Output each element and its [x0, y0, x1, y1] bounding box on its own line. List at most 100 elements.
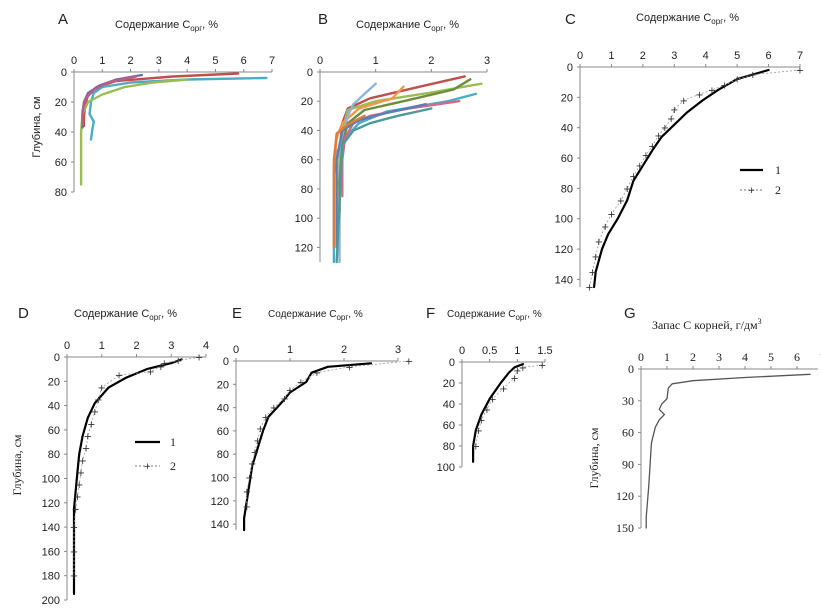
legend-d-label-1: 1 [170, 435, 176, 449]
series-line-c-1 [592, 68, 770, 289]
x-tick-label-b: 3 [484, 55, 490, 67]
data-point-d: + [73, 492, 81, 503]
data-point-d: + [78, 456, 86, 467]
data-point-c: + [601, 222, 609, 233]
x-tick-label-f: 0.5 [482, 345, 497, 357]
panel-g-ylabel: Глубина, см [587, 427, 601, 488]
y-tick-label-d: 200 [42, 595, 60, 607]
data-point-f: + [472, 442, 480, 453]
y-tick-label-d: 0 [54, 352, 60, 364]
data-point-c: + [680, 96, 688, 107]
data-point-e: + [345, 362, 353, 373]
data-point-c: + [595, 237, 603, 248]
series-line-d-1 [72, 358, 183, 596]
data-point-f: + [477, 415, 485, 426]
series-2-dotted-line-c [589, 69, 801, 288]
legend-d-label-2: 2 [170, 459, 176, 473]
panel-d: D Содержание Cорг, % Глубина, см 0 1 2 3 402… [10, 305, 209, 607]
data-point-c: + [623, 184, 631, 195]
plot-area-d: 0 1 2 3 4020406080100120140160180200++++++++… [42, 340, 209, 607]
x-tick-label-a: 4 [184, 55, 190, 67]
data-point-c: + [654, 131, 662, 142]
x-tick-label-f: 1.5 [537, 345, 552, 357]
data-point-c: + [585, 283, 593, 294]
data-point-d: + [70, 523, 78, 534]
y-tick-label-c: 0 [567, 62, 573, 74]
panel-f: F Содержание Cорг, % 0 0.5 1 1.5 0 20 40 60 80 10… [426, 305, 553, 474]
data-point-f: + [510, 373, 518, 384]
y-tick-label-c: 140 [555, 274, 573, 286]
data-point-c: + [661, 123, 669, 134]
y-tick-label-b: 60 [301, 155, 313, 167]
panel-b: B Содержание Cорг, % 0 1 2 3 0 20 40 60 80 100 120 [295, 11, 490, 264]
data-point-c: + [667, 114, 675, 125]
y-tick-label-g: 120 [616, 489, 634, 503]
y-tick-label-c: 40 [561, 123, 573, 135]
x-tick-label-b: 2 [428, 55, 434, 67]
y-tick-label-d: 80 [48, 449, 60, 461]
x-tick-label-d: 2 [133, 340, 139, 352]
x-tick-label-a: 2 [128, 55, 134, 67]
y-tick-label-a: 80 [55, 187, 67, 199]
data-point-c: + [588, 267, 596, 278]
y-tick-label-d: 160 [42, 546, 60, 558]
data-point-d: + [77, 468, 85, 479]
panel-label-a: A [58, 11, 68, 28]
y-tick-label-b: 20 [301, 96, 313, 108]
x-tick-label-g: 1 [664, 350, 670, 364]
y-tick-label-g: 30 [622, 394, 634, 408]
data-point-e: + [248, 459, 256, 470]
y-tick-label-b: 80 [301, 184, 313, 196]
y-tick-label-d: 20 [48, 376, 60, 388]
y-tick-label-c: 20 [561, 92, 573, 104]
data-point-c: + [607, 210, 615, 221]
y-tick-label-g: 150 [616, 521, 634, 535]
y-tick-label-e: 100 [211, 473, 229, 485]
data-point-f: + [499, 384, 507, 395]
series-line-b-profile-10 [335, 107, 433, 264]
x-tick-label-c: 1 [608, 50, 614, 62]
y-tick-label-d: 120 [42, 498, 60, 510]
legend-d: 1 + 2 [135, 435, 176, 473]
series-2-dotted-line-d [73, 356, 200, 576]
data-point-d: + [91, 407, 99, 418]
data-point-e: + [270, 403, 278, 414]
y-tick-label-d: 100 [42, 474, 60, 486]
y-tick-label-a: 20 [55, 97, 67, 109]
y-tick-label-e: 40 [217, 403, 229, 415]
x-tick-label-e: 0 [233, 344, 239, 356]
series-2-dotted-line-f [475, 364, 543, 447]
x-tick-label-d: 3 [168, 340, 174, 352]
y-tick-label-f: 40 [443, 399, 455, 411]
x-tick-label-e: 2 [341, 344, 347, 356]
data-point-f: + [538, 361, 546, 372]
panel-e-title: Содержание Cорг, % [268, 309, 363, 322]
x-tick-label-g: 6 [794, 350, 800, 364]
data-point-f: + [474, 426, 482, 437]
panel-c-title: Содержание Cорг, % [636, 12, 739, 26]
x-tick-label-e: 1 [287, 344, 293, 356]
y-tick-label-e: 80 [217, 449, 229, 461]
x-tick-label-c: 5 [734, 50, 740, 62]
data-point-f: + [513, 366, 521, 377]
data-point-c: + [708, 85, 716, 96]
data-point-e: + [313, 368, 321, 379]
panel-d-title: Содержание Cорг, % [74, 308, 177, 322]
x-tick-label-c: 7 [797, 50, 803, 62]
x-tick-label-d: 4 [203, 340, 209, 352]
panel-f-title: Содержание Cорг, % [447, 309, 542, 322]
data-point-e: + [262, 412, 270, 423]
series-line-b-profile-8 [335, 102, 427, 249]
panel-label-e: E [232, 305, 242, 322]
y-tick-label-b: 100 [295, 213, 313, 225]
y-tick-label-d: 40 [48, 401, 60, 413]
x-tick-label-c: 3 [671, 50, 677, 62]
panel-g: G Запас C корней, г/дм3 Глубина, см 0 1 2 3… [587, 305, 821, 535]
data-point-c: + [617, 196, 625, 207]
y-tick-label-b: 0 [307, 67, 313, 79]
data-point-d: + [94, 395, 102, 406]
data-point-c: + [642, 151, 650, 162]
plot-area-c: 0 1 2 3 4 5 6 7020406080100120140++++++++++++++… [555, 50, 805, 294]
y-tick-label-f: 20 [443, 378, 455, 390]
data-point-c: + [720, 81, 728, 92]
